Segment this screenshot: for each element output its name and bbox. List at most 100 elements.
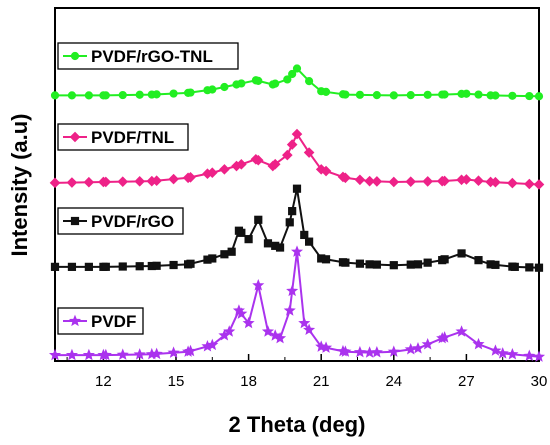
- square-marker: [84, 262, 93, 271]
- diamond-marker: [269, 158, 281, 170]
- circle-marker: [271, 79, 280, 88]
- circle-marker: [169, 89, 178, 98]
- diamond-marker: [507, 177, 518, 189]
- diamond-marker: [371, 176, 383, 187]
- square-marker: [406, 260, 415, 269]
- circle-marker: [208, 85, 217, 94]
- x-tick-label: 27: [458, 373, 475, 390]
- circle-marker: [50, 91, 60, 100]
- circle-marker: [341, 90, 350, 99]
- square-marker: [263, 239, 273, 248]
- square-marker: [227, 247, 236, 256]
- circle-marker: [525, 91, 534, 101]
- diamond-marker: [291, 128, 303, 140]
- star-marker: [411, 342, 425, 354]
- star-marker: [116, 348, 129, 360]
- legend-label: PVDF: [91, 312, 136, 331]
- square-marker: [244, 235, 253, 244]
- circle-marker: [288, 69, 297, 79]
- series-2: [50, 184, 544, 272]
- star-marker: [206, 338, 219, 351]
- square-marker: [413, 260, 423, 269]
- star-marker: [68, 314, 82, 327]
- circle-marker: [305, 77, 314, 86]
- legend-entry: PVDF/rGO-TNL: [57, 42, 239, 70]
- circle-marker: [389, 91, 398, 100]
- diamond-marker: [282, 149, 293, 161]
- star-marker: [242, 316, 255, 329]
- circle-marker: [355, 90, 365, 99]
- legend-label: PVDF/rGO: [91, 212, 174, 231]
- diamond-marker: [533, 179, 545, 190]
- circle-marker: [292, 64, 302, 73]
- square-marker: [254, 215, 263, 224]
- star-marker: [99, 348, 112, 361]
- star-marker: [269, 329, 282, 341]
- x-tick-label: 21: [313, 373, 330, 390]
- circle-marker: [152, 90, 161, 99]
- series-1: [49, 128, 545, 190]
- series-line: [55, 250, 540, 358]
- square-marker: [186, 259, 195, 268]
- square-marker: [457, 249, 466, 258]
- square-marker: [70, 216, 80, 226]
- star-marker: [421, 338, 434, 350]
- x-axis-title: 2 Theta (deg): [229, 412, 366, 437]
- square-marker: [237, 228, 246, 237]
- circle-marker: [254, 76, 263, 85]
- diamond-marker: [252, 154, 264, 166]
- square-marker: [220, 250, 229, 259]
- circle-marker: [508, 91, 517, 100]
- square-marker: [208, 254, 217, 263]
- legend-box: [57, 42, 239, 70]
- star-marker: [286, 284, 299, 297]
- star-marker: [223, 325, 236, 337]
- square-marker: [285, 218, 294, 227]
- square-marker: [300, 230, 309, 240]
- star-marker: [290, 245, 304, 257]
- diamond-marker: [83, 176, 95, 188]
- star-marker: [184, 344, 197, 357]
- square-marker: [118, 262, 127, 271]
- circle-marker: [462, 89, 471, 98]
- star-marker: [298, 316, 311, 329]
- circle-marker: [372, 91, 381, 100]
- star-marker: [438, 331, 451, 343]
- star-marker: [496, 347, 509, 359]
- square-marker: [474, 256, 483, 265]
- diamond-marker: [66, 177, 78, 188]
- star-marker: [404, 343, 417, 355]
- square-marker: [321, 255, 331, 264]
- diamond-marker: [117, 176, 129, 187]
- star-marker: [274, 331, 287, 344]
- circle-marker: [440, 90, 449, 99]
- x-tick-label: 12: [95, 373, 112, 390]
- diamond-marker: [185, 171, 196, 183]
- square-marker: [275, 243, 285, 252]
- legend-layer: PVDF/rGO-TNL PVDF/TNL PVDF/rGO PVDF: [57, 42, 239, 335]
- star-marker: [455, 325, 468, 337]
- star-marker: [370, 345, 383, 358]
- diamond-marker: [439, 175, 450, 187]
- legend-label: PVDF/rGO-TNL: [91, 47, 213, 66]
- legend-entry: PVDF/rGO: [57, 207, 184, 235]
- diamond-marker: [100, 176, 112, 188]
- diamond-marker: [490, 176, 501, 188]
- square-marker: [135, 262, 144, 271]
- circle-marker: [186, 88, 195, 97]
- x-tick-label: 30: [531, 373, 548, 390]
- star-marker: [252, 279, 265, 291]
- y-axis-title: Intensity (a.u): [7, 113, 32, 256]
- circle-marker: [534, 92, 544, 101]
- diamond-marker: [340, 172, 351, 184]
- square-marker: [288, 207, 297, 216]
- circle-marker: [67, 91, 77, 100]
- square-marker: [389, 261, 398, 270]
- star-marker: [133, 348, 146, 360]
- diamond-marker: [219, 164, 230, 175]
- circle-marker: [101, 91, 110, 100]
- star-marker: [523, 349, 536, 362]
- star-marker: [353, 345, 366, 358]
- series-0: [50, 64, 544, 101]
- star-marker: [82, 348, 95, 361]
